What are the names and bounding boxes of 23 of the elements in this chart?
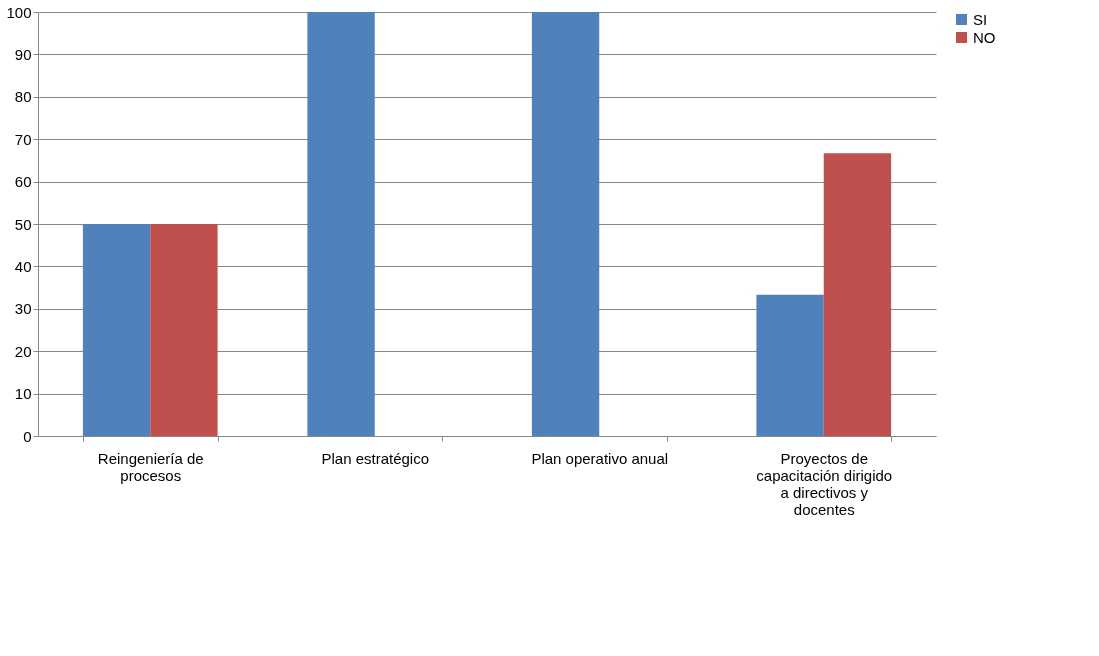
y-tick-label: 90 — [14, 45, 32, 63]
y-tick-label: 40 — [14, 257, 32, 275]
x-tick-label: Plan estratégico — [321, 449, 430, 467]
y-tick-label: 70 — [14, 130, 32, 148]
y-tick-label: 10 — [14, 385, 32, 403]
x-tick-label: Proyectos de capacitación dirigido a directivos y docentes — [756, 449, 893, 518]
bar — [82, 224, 151, 436]
y-tick-label: 60 — [14, 173, 32, 191]
y-tick-label: 80 — [14, 88, 32, 106]
y-tick-label: 50 — [14, 215, 32, 233]
y-tick-label: 20 — [14, 342, 32, 360]
y-tick-label: 100 — [6, 3, 32, 21]
bar — [307, 12, 375, 436]
x-tick-label: Plan operativo anual — [531, 449, 669, 467]
y-tick-label: 30 — [14, 300, 32, 318]
legend-label: NO — [973, 28, 996, 46]
legend-label: SI — [973, 10, 988, 28]
bar — [756, 294, 824, 436]
bar — [531, 12, 600, 436]
y-tick-label: 0 — [23, 427, 32, 445]
bar — [823, 153, 892, 436]
bar — [150, 224, 218, 436]
x-tick-label: Reingeniería de procesos — [97, 449, 204, 484]
